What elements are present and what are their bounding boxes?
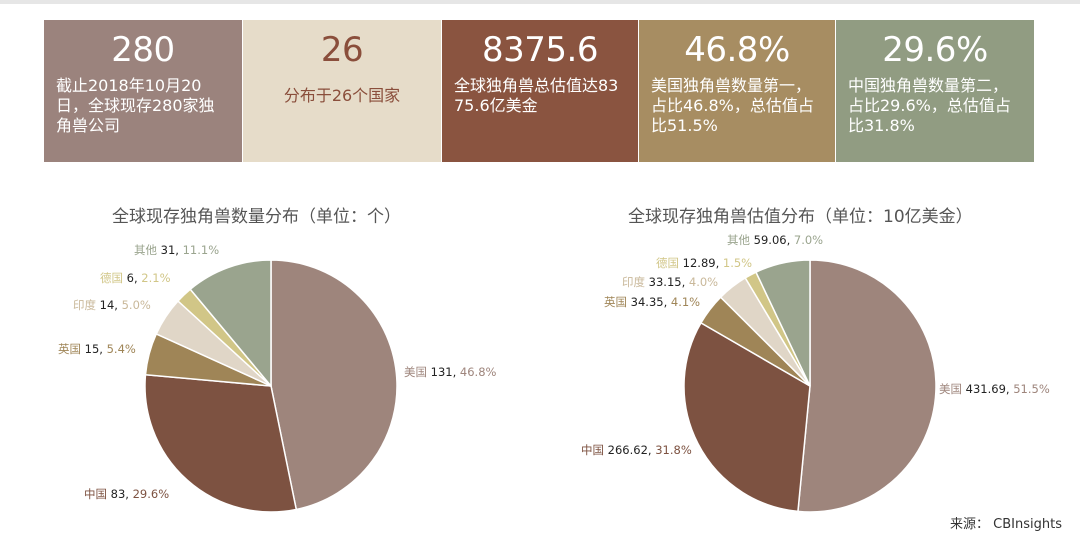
slice-label-value: 31, (161, 243, 183, 257)
slice-label-0-3: 印度 14, 5.0% (73, 298, 151, 312)
slice-label-0-1: 中国 83, 29.6% (84, 487, 169, 501)
slice-label-name: 德国 (656, 256, 683, 270)
slice-label-name: 英国 (604, 295, 631, 309)
slice-label-1-1: 中国 266.62, 31.8% (581, 443, 692, 457)
slice-label-value: 431.69, (966, 382, 1014, 396)
stat-card-total-valuation: 8375.6 全球独角兽总估值达8375.6亿美金 (442, 20, 638, 162)
pie-slice-0-5 (189, 259, 272, 389)
pie-slice-1-0 (797, 259, 937, 513)
slice-label-1-2: 英国 34.35, 4.1% (604, 295, 700, 309)
slice-label-pct: 1.5% (723, 256, 752, 270)
slice-label-pct: 31.8% (655, 443, 692, 457)
slice-label-1-5: 其他 59.06, 7.0% (727, 233, 823, 247)
slice-label-value: 59.06, (754, 233, 794, 247)
slice-label-name: 其他 (727, 233, 754, 247)
stat-value: 280 (111, 30, 175, 70)
slice-label-1-0: 美国 431.69, 51.5% (939, 382, 1050, 396)
slice-label-pct: 4.1% (671, 295, 700, 309)
slice-label-value: 15, (85, 342, 107, 356)
slice-label-1-4: 德国 12.89, 1.5% (656, 256, 752, 270)
stat-value: 46.8% (684, 30, 790, 70)
slice-label-value: 266.62, (608, 443, 656, 457)
slice-label-name: 德国 (100, 271, 127, 285)
count-chart-title: 全球现存独角兽数量分布（单位：个） (112, 207, 401, 227)
stat-desc: 全球独角兽总估值达8375.6亿美金 (454, 76, 619, 115)
slice-label-pct: 29.6% (133, 487, 170, 501)
slice-label-value: 34.35, (631, 295, 671, 309)
stat-value: 26 (320, 30, 364, 70)
pie-slice-0-1 (144, 373, 298, 513)
slice-label-pct: 11.1% (183, 243, 220, 257)
slice-label-name: 美国 (404, 365, 431, 379)
slice-label-name: 英国 (58, 342, 85, 356)
slice-label-pct: 51.5% (1013, 382, 1050, 396)
slice-label-name: 印度 (622, 275, 649, 289)
top-strip (0, 0, 1080, 4)
pie-slice-1-5 (754, 259, 811, 387)
slice-label-0-5: 其他 31, 11.1% (134, 243, 219, 257)
slice-label-0-2: 英国 15, 5.4% (58, 342, 136, 356)
stat-card-china: 29.6% 中国独角兽数量第二，占比29.6%，总估值占比31.8% (836, 20, 1034, 162)
stat-desc: 分布于26个国家 (283, 86, 401, 105)
slice-label-value: 6, (127, 271, 142, 285)
slice-label-pct: 7.0% (794, 233, 823, 247)
slice-label-pct: 4.0% (689, 275, 718, 289)
stat-value: 8375.6 (482, 30, 598, 70)
stat-desc: 美国独角兽数量第一，占比46.8%，总估值占比51.5% (651, 76, 814, 135)
slice-label-value: 33.15, (649, 275, 689, 289)
slice-label-value: 14, (100, 298, 122, 312)
slice-label-name: 美国 (939, 382, 966, 396)
slice-label-value: 131, (431, 365, 460, 379)
slice-label-pct: 5.4% (107, 342, 136, 356)
slice-label-name: 中国 (581, 443, 608, 457)
stat-card-countries: 26 分布于26个国家 (243, 20, 441, 162)
slice-label-0-4: 德国 6, 2.1% (100, 271, 171, 285)
slice-label-pct: 5.0% (122, 298, 151, 312)
slice-label-pct: 2.1% (141, 271, 170, 285)
stat-value: 29.6% (882, 30, 988, 70)
stat-card-count: 280 截止2018年10月20日，全球现存280家独角兽公司 (44, 20, 242, 162)
stat-card-usa: 46.8% 美国独角兽数量第一，占比46.8%，总估值占比51.5% (639, 20, 835, 162)
slice-label-0-0: 美国 131, 46.8% (404, 365, 497, 379)
stat-desc: 中国独角兽数量第二，占比29.6%，总估值占比31.8% (848, 76, 1011, 135)
slice-label-name: 印度 (73, 298, 100, 312)
slice-label-name: 其他 (134, 243, 161, 257)
pie-slice-1-1 (683, 321, 811, 513)
valuation-chart-title: 全球现存独角兽估值分布（单位：10亿美金） (628, 207, 973, 227)
slice-label-value: 83, (111, 487, 133, 501)
slice-label-name: 中国 (84, 487, 111, 501)
slice-label-pct: 46.8% (460, 365, 497, 379)
slice-label-1-3: 印度 33.15, 4.0% (622, 275, 718, 289)
source-note: 来源： CBInsights (950, 517, 1062, 532)
stat-desc: 截止2018年10月20日，全球现存280家独角兽公司 (56, 76, 215, 135)
pie-slice-0-0 (270, 259, 398, 511)
slice-label-value: 12.89, (683, 256, 723, 270)
